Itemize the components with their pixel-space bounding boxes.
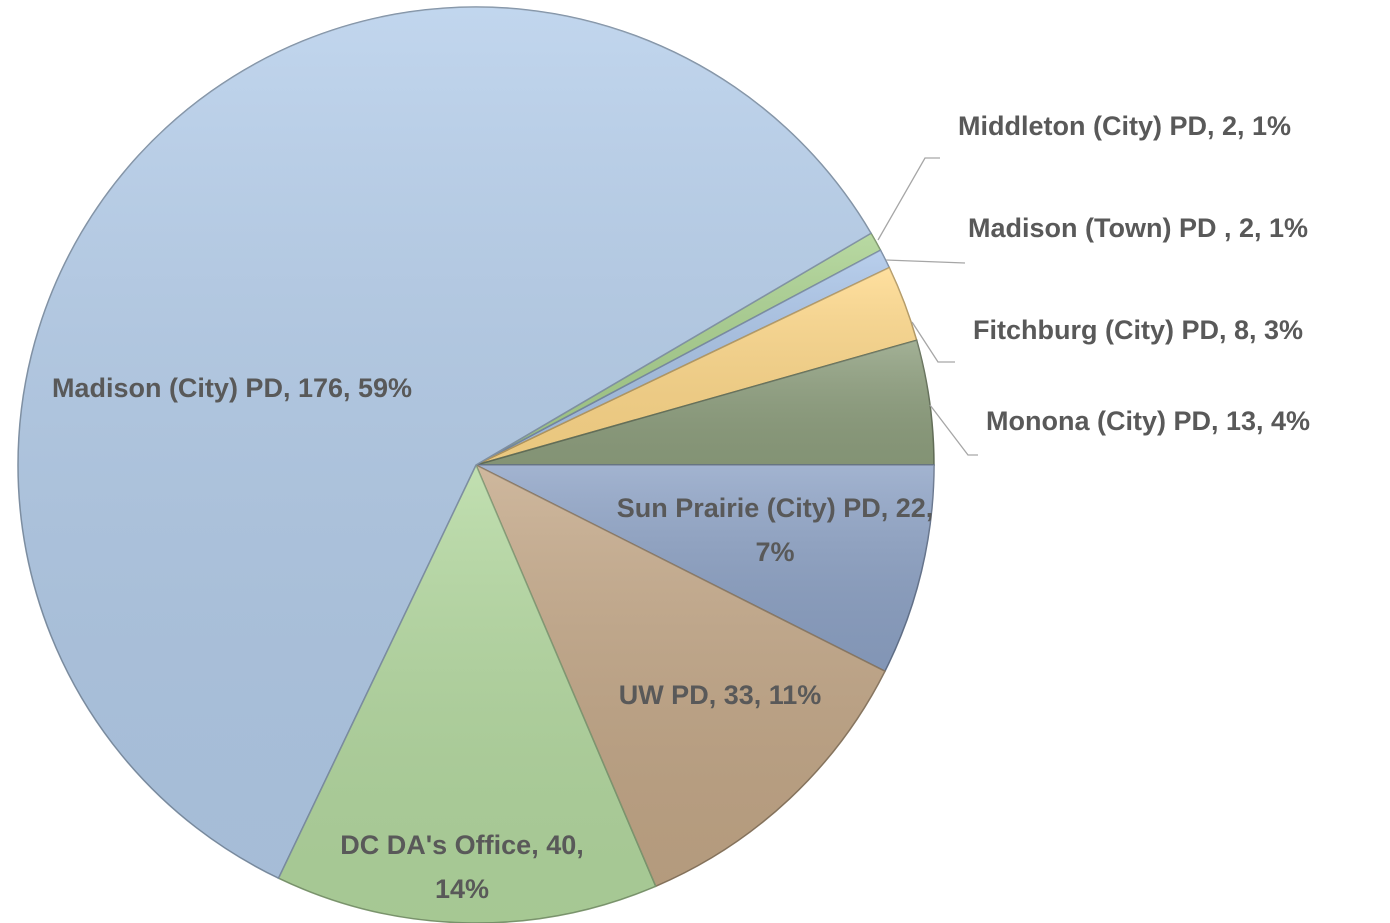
data-label: Fitchburg (City) PD, 8, 3% (973, 315, 1304, 345)
leader-line (929, 404, 978, 456)
data-label: Sun Prairie (City) PD, 22, 7% (616, 493, 934, 567)
data-label: UW PD, 33, 11% (618, 680, 822, 710)
leader-line (877, 157, 940, 241)
data-label: Middleton (City) PD, 2, 1% (958, 111, 1292, 141)
data-label: Madison (City) PD, 176, 59% (51, 373, 413, 403)
data-label: Monona (City) PD, 13, 4% (986, 406, 1311, 436)
leader-line (885, 259, 966, 264)
slices (17, 6, 935, 923)
leader-line (911, 321, 955, 363)
data-label: DC DA's Office, 40, 14% (340, 830, 584, 904)
data-label: Madison (Town) PD , 2, 1% (968, 213, 1309, 243)
